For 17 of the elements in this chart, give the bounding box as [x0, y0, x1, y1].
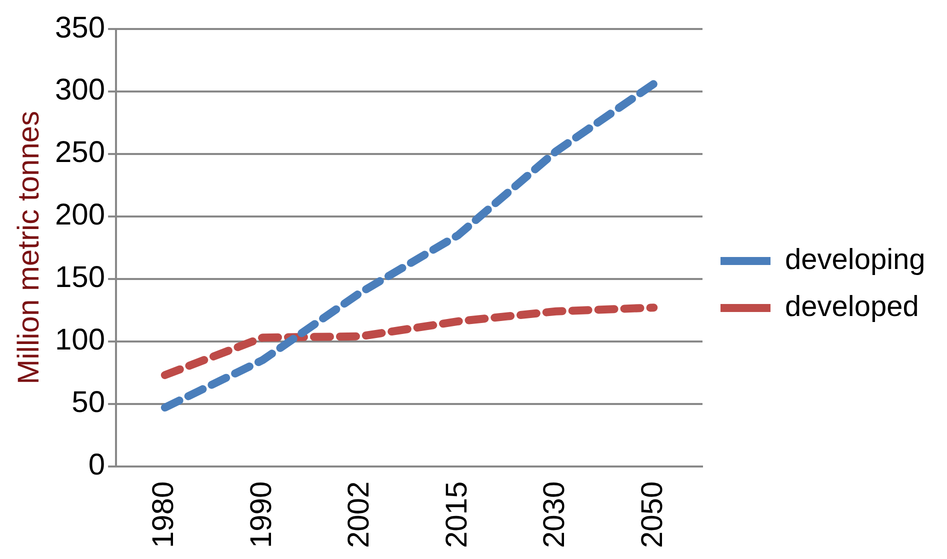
x-tick-label: 2002 — [342, 481, 376, 548]
x-tick-label: 2030 — [538, 481, 572, 548]
x-tick-label: 2015 — [440, 481, 474, 548]
y-tick-label: 100 — [54, 324, 106, 357]
legend-label: developed — [785, 291, 919, 323]
x-tick-label: 1990 — [244, 481, 278, 548]
y-axis-title: Million metric tonnes — [12, 110, 46, 384]
y-tick-label: 150 — [54, 261, 106, 294]
y-tick-label: 200 — [54, 198, 106, 232]
x-tick-label: 1980 — [147, 481, 180, 548]
y-tick-label: 300 — [54, 74, 106, 107]
y-tick-label: 250 — [54, 136, 106, 170]
legend-label: developing — [785, 244, 926, 276]
y-tick-label: 50 — [72, 386, 106, 420]
y-tick-label: 350 — [54, 11, 106, 44]
x-tick-label: 2050 — [636, 481, 669, 548]
y-tick-label: 0 — [88, 448, 106, 482]
